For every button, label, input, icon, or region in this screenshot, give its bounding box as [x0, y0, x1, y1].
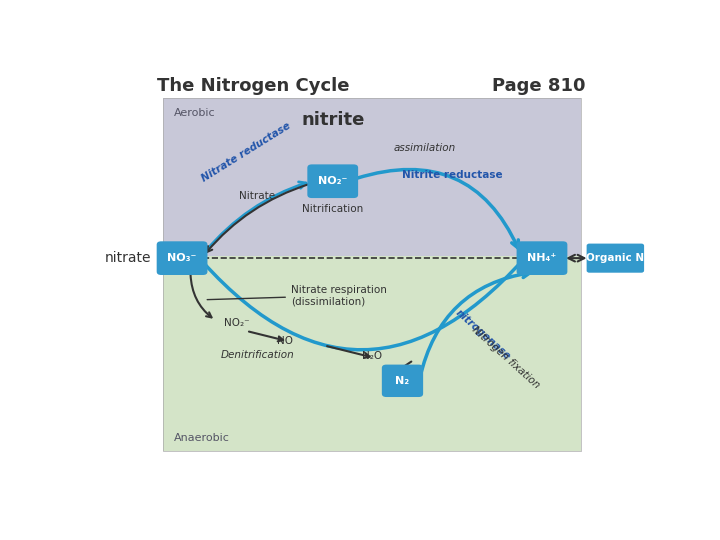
FancyArrowPatch shape	[192, 247, 535, 350]
FancyBboxPatch shape	[587, 244, 644, 273]
Text: Nitrite reductase: Nitrite reductase	[402, 170, 503, 180]
FancyBboxPatch shape	[157, 241, 207, 275]
Text: Denitrification: Denitrification	[221, 349, 295, 360]
Text: Nitrate respiration
(dissimilation): Nitrate respiration (dissimilation)	[207, 285, 387, 306]
Text: Organic N: Organic N	[586, 253, 644, 263]
Text: The Nitrogen Cycle: The Nitrogen Cycle	[157, 77, 349, 95]
FancyArrowPatch shape	[356, 170, 518, 248]
Text: nitrate: nitrate	[105, 251, 151, 265]
Text: NO₂⁻: NO₂⁻	[224, 318, 250, 328]
FancyBboxPatch shape	[307, 164, 358, 198]
Text: Nitrate: Nitrate	[239, 191, 276, 201]
FancyArrowPatch shape	[205, 182, 306, 252]
Text: assimilation: assimilation	[394, 143, 456, 153]
Text: Aerobic: Aerobic	[174, 109, 215, 118]
Text: Nitrogen fixation: Nitrogen fixation	[470, 325, 541, 391]
FancyArrowPatch shape	[327, 346, 369, 358]
FancyBboxPatch shape	[382, 364, 423, 397]
Text: NO: NO	[277, 336, 293, 346]
FancyArrowPatch shape	[249, 332, 283, 341]
Text: nitrogenase: nitrogenase	[454, 308, 513, 362]
FancyArrowPatch shape	[191, 275, 212, 318]
Text: N₂: N₂	[395, 376, 410, 386]
Text: NO₂⁻: NO₂⁻	[318, 176, 348, 186]
FancyArrowPatch shape	[207, 184, 309, 252]
FancyBboxPatch shape	[163, 98, 581, 256]
Text: NO₃⁻: NO₃⁻	[167, 253, 197, 263]
FancyArrowPatch shape	[420, 271, 530, 378]
Text: nitrite: nitrite	[301, 111, 364, 129]
Text: N₂O: N₂O	[361, 351, 382, 361]
FancyArrowPatch shape	[390, 362, 411, 376]
Text: NH₄⁺: NH₄⁺	[527, 253, 557, 263]
FancyBboxPatch shape	[516, 241, 567, 275]
Text: Anaerobic: Anaerobic	[174, 433, 230, 443]
Text: Page 810: Page 810	[492, 77, 585, 95]
Text: Nitrification: Nitrification	[302, 204, 364, 214]
FancyBboxPatch shape	[163, 256, 581, 451]
Text: Nitrate reductase: Nitrate reductase	[200, 120, 292, 184]
